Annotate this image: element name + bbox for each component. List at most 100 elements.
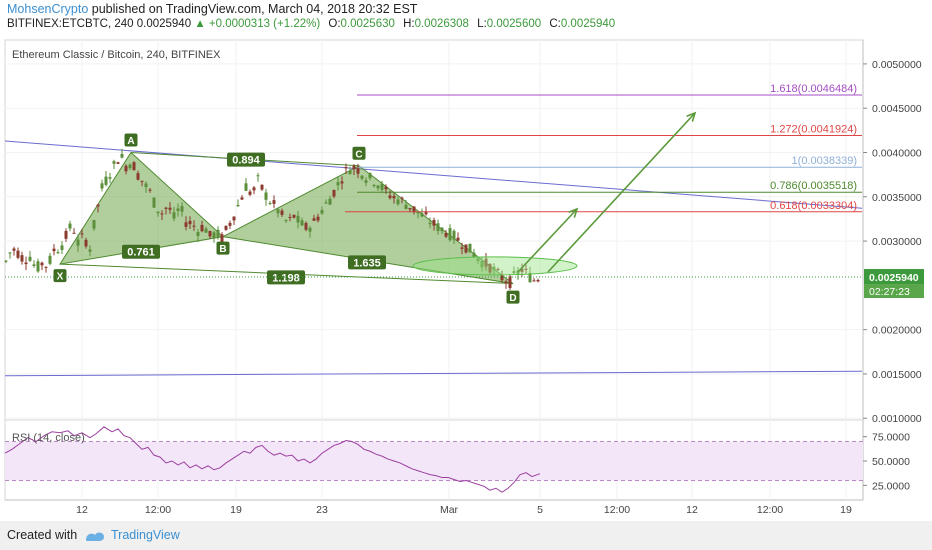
candle-body: [68, 223, 72, 229]
candle-body: [520, 268, 524, 272]
candle-body: [456, 237, 460, 241]
tradingview-logo-icon: [86, 532, 104, 541]
candle-body: [452, 230, 456, 240]
price-chart[interactable]: 1.618(0.0046484) 1.272(0.0041924) 1(0.0038…: [0, 0, 932, 521]
candle-body: [172, 212, 176, 219]
last-price: 0.0025940: [136, 18, 192, 30]
change-value: +0.0000313 (+1.22%): [208, 18, 321, 30]
author-link[interactable]: MohsenCrypto: [7, 2, 89, 16]
open-label: O:: [328, 18, 341, 30]
candle-body: [528, 272, 532, 283]
candle-body: [100, 183, 104, 189]
time-tick-label: 5: [537, 504, 543, 516]
candle-body: [348, 170, 352, 175]
point-label-b: B: [219, 244, 226, 255]
open-value: 0.0025630: [340, 18, 395, 30]
price-tick-label: 0.0010000: [872, 413, 922, 425]
candle-body: [92, 220, 96, 229]
point-label-box-x: [53, 269, 67, 283]
candle-body: [256, 175, 260, 177]
time-tick-label: 12:00: [604, 504, 630, 516]
candle-body: [416, 212, 420, 214]
tradingview-brand[interactable]: TradingView: [111, 528, 180, 542]
low-value: 0.0025600: [486, 18, 542, 30]
candle-body: [356, 168, 360, 174]
candle-body: [240, 197, 244, 200]
projection-arrow-long: [547, 112, 696, 273]
candle-body: [276, 209, 280, 214]
candle-body: [44, 266, 48, 268]
candle-body: [180, 206, 184, 212]
ratio-label-box-1: [122, 244, 160, 259]
candle-body: [236, 204, 240, 207]
candle-body: [268, 203, 272, 205]
published-text: published on TradingView.com, March 04, …: [91, 2, 418, 16]
candle-body: [312, 218, 316, 221]
candle-body: [296, 215, 300, 223]
candle-body: [404, 204, 408, 210]
candle-body: [152, 197, 156, 208]
candle-body: [204, 228, 208, 233]
point-label-x: X: [57, 272, 64, 283]
candle-body: [408, 208, 412, 210]
candle-body: [176, 208, 180, 211]
candle-body: [300, 220, 304, 226]
candle-body: [492, 266, 496, 270]
countdown-badge: [864, 284, 924, 299]
fib-level-label-3: 0.786(0.0035518): [770, 180, 857, 192]
close-value: 0.0025940: [560, 18, 616, 30]
time-tick-label: 12:00: [145, 504, 171, 516]
ratio-label-box-3: [348, 255, 386, 270]
price-tick-label: 0.0050000: [872, 59, 922, 71]
candle-body: [80, 233, 84, 235]
candle-body: [436, 223, 440, 231]
candle-body: [308, 227, 312, 232]
point-label-box-b: [216, 241, 230, 255]
candle-body: [376, 185, 380, 189]
candle-body: [380, 183, 384, 190]
candle-body: [284, 220, 288, 222]
candle-body: [372, 184, 376, 186]
candle-body: [244, 183, 248, 191]
fib-level-label-1: 1.272(0.0041924): [770, 123, 857, 135]
candle-body: [468, 243, 472, 253]
candle-body: [412, 206, 416, 212]
candle-body: [344, 167, 348, 169]
candle-body: [196, 232, 200, 237]
candle-body: [392, 195, 396, 199]
point-label-box-a: [124, 133, 138, 147]
time-tick-label: 12: [76, 504, 88, 516]
candle-body: [20, 255, 24, 262]
candle-body: [8, 252, 12, 254]
candle-body: [368, 172, 372, 179]
candle-body: [212, 232, 216, 239]
candle-body: [480, 260, 484, 268]
last-price-badge-label: 0.0025940: [869, 272, 919, 284]
candle-body: [420, 213, 424, 217]
up-arrow-icon: ▲: [194, 18, 206, 30]
candle-body: [352, 165, 356, 170]
price-tick-label: 0.0045000: [872, 103, 922, 115]
candle-body: [164, 207, 168, 209]
trendline-1: [4, 370, 863, 377]
projection-arrow-short: [517, 208, 578, 273]
rsi-tick-label: 50.0000: [872, 456, 910, 468]
countdown-label: 02:27:23: [869, 286, 910, 298]
candle-body: [200, 224, 204, 232]
candle-body: [12, 248, 16, 251]
candle-body: [428, 222, 432, 225]
rsi-tick-label: 25.0000: [872, 480, 910, 492]
last-price-badge: [864, 269, 924, 285]
ratio-label-2: 1.198: [272, 272, 300, 284]
candle-body: [112, 161, 116, 164]
publish-header: MohsenCrypto published on TradingView.co…: [7, 2, 417, 16]
candle-body: [24, 262, 28, 265]
rsi-title: RSI (14, close): [12, 432, 85, 444]
candle-body: [328, 198, 332, 205]
candle-body: [32, 264, 36, 266]
ratio-label-box-0: [227, 152, 265, 167]
candle-body: [252, 187, 256, 191]
price-tick-label: 0.0015000: [872, 369, 922, 381]
point-label-d: D: [509, 293, 516, 304]
candle-body: [60, 245, 64, 250]
